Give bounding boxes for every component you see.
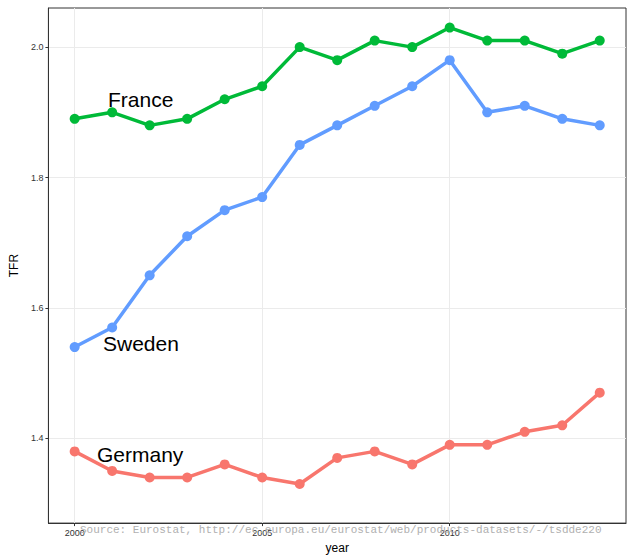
svg-text:1.8: 1.8 [31,173,44,183]
svg-text:2000: 2000 [64,527,85,538]
svg-text:year: year [326,541,349,555]
svg-text:1.6: 1.6 [31,303,44,313]
svg-text:Germany: Germany [97,443,184,466]
svg-text:1.4: 1.4 [31,433,44,443]
svg-text:France: France [108,88,173,111]
svg-text:TFR: TFR [7,254,21,278]
svg-text:Sweden: Sweden [103,332,179,355]
svg-text:2.0: 2.0 [31,42,44,52]
svg-text:Source: Eurostat, http://ec.eu: Source: Eurostat, http://ec.europa.eu/eu… [80,524,602,536]
